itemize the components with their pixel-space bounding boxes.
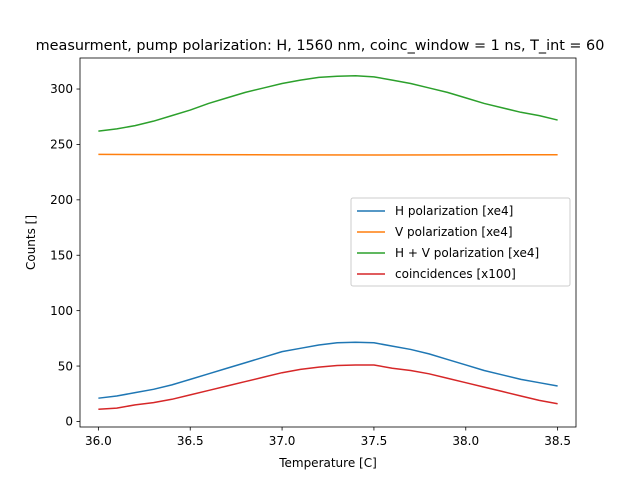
legend-label: H + V polarization [xe4] (395, 246, 539, 260)
x-tick-label: 38.0 (452, 434, 479, 448)
legend-label: coincidences [x100] (395, 267, 516, 281)
y-tick-label: 150 (50, 248, 73, 262)
series-line-2 (98, 74, 558, 132)
series-line-1 (98, 153, 558, 156)
y-tick-label: 200 (50, 193, 73, 207)
chart-title: measurment, pump polarization: H, 1560 n… (36, 38, 605, 54)
x-axis-ticks: 36.0 36.5 37.0 37.5 38.0 38.5 (85, 427, 571, 448)
y-tick-label: 300 (50, 82, 73, 96)
plot-frame (79, 57, 577, 428)
y-tick-label: 50 (58, 359, 73, 373)
x-tick-label: 36.0 (85, 434, 112, 448)
y-axis-label: Counts [] (24, 215, 38, 270)
legend: H polarization [xe4] V polarization [xe4]… (350, 197, 571, 287)
x-tick-label: 37.5 (361, 434, 388, 448)
legend-label: V polarization [xe4] (395, 225, 513, 239)
y-tick-label: 100 (50, 304, 73, 318)
legend-label: H polarization [xe4] (395, 204, 513, 218)
x-tick-label: 37.0 (269, 434, 296, 448)
legend-box (350, 197, 571, 287)
y-tick-label: 250 (50, 138, 73, 152)
y-axis-ticks: 0 50 100 150 200 250 300 (50, 82, 80, 429)
x-tick-label: 36.5 (177, 434, 204, 448)
series-line-3 (98, 364, 558, 411)
x-tick-label: 38.5 (544, 434, 571, 448)
x-axis-label: Temperature [C] (278, 456, 377, 470)
data-lines (98, 74, 558, 411)
y-tick-label: 0 (65, 415, 73, 429)
series-line-0 (98, 341, 558, 399)
